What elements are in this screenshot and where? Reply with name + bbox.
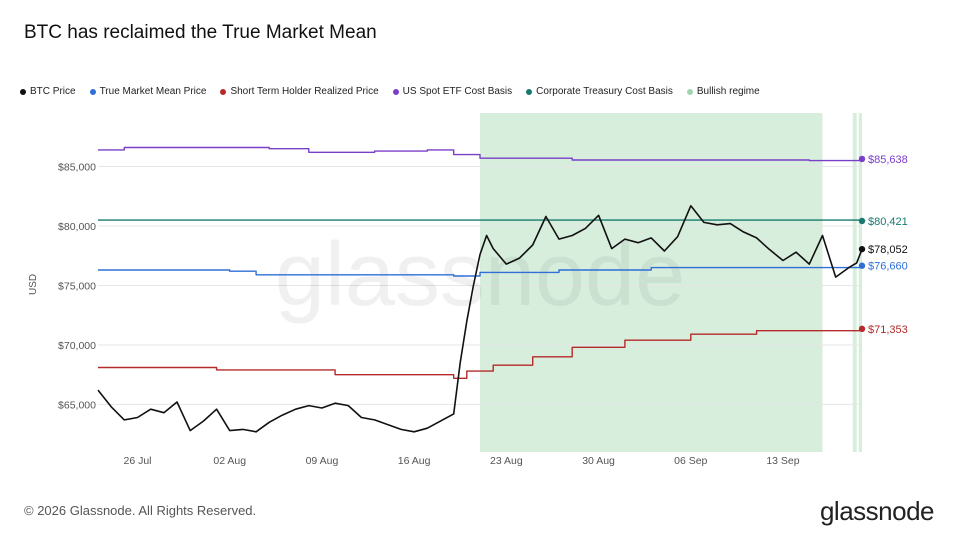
y-tick-label: $85,000 [58,162,96,174]
last-value-marker [858,262,866,269]
legend-label: US Spot ETF Cost Basis [402,86,513,97]
last-value-label: $85,638 [868,154,908,166]
series-line-us-spot-etf-cost-basis [98,146,863,162]
bullish-regime-band [852,113,857,452]
x-tick-label: 02 Aug [213,455,246,467]
last-value-label: $76,660 [868,261,908,273]
bullish-regime-band [480,113,823,452]
last-value-label: $71,353 [868,324,908,336]
legend: BTC Price True Market Mean Price Short T… [20,86,760,97]
last-value-marker [858,155,866,163]
legend-swatch [526,88,533,95]
last-value-label: $78,052 [868,244,908,256]
y-tick-label: $75,000 [58,280,96,292]
legend-item-true-market-mean[interactable]: True Market Mean Price [89,86,207,97]
y-tick-label: $70,000 [58,340,96,352]
chart-title: BTC has reclaimed the True Market Mean [24,22,377,43]
legend-label: Short Term Holder Realized Price [230,86,379,97]
legend-item-btc-price[interactable]: BTC Price [20,86,76,97]
bullish-regime-band [858,113,862,452]
legend-swatch [686,88,693,95]
legend-swatch [392,88,399,95]
x-tick-label: 23 Aug [490,455,523,467]
legend-swatch [89,88,96,95]
legend-swatch [20,88,26,95]
x-tick-label: 30 Aug [582,455,615,467]
y-tick-label: $65,000 [58,399,96,411]
x-tick-label: 13 Sep [766,455,799,467]
last-value-marker [858,245,866,253]
x-tick-label: 06 Sep [674,455,707,467]
series-line-short-term-holder-realized-price [98,328,863,379]
x-tick-label: 16 Aug [398,455,431,467]
legend-item-etf-cost-basis[interactable]: US Spot ETF Cost Basis [392,86,513,97]
legend-swatch [220,88,227,95]
legend-label: True Market Mean Price [99,86,207,97]
legend-label: Corporate Treasury Cost Basis [536,86,673,97]
last-value-marker [858,217,866,225]
legend-item-bullish-regime[interactable]: Bullish regime [686,86,760,97]
legend-label: Bullish regime [696,86,760,97]
legend-item-corporate-treasury[interactable]: Corporate Treasury Cost Basis [526,86,673,97]
x-tick-label: 26 Jul [124,455,152,467]
legend-label: BTC Price [30,86,76,97]
series-line-btc-price [97,205,863,433]
last-value-label: $80,421 [868,216,908,228]
legend-item-sth-realized[interactable]: Short Term Holder Realized Price [220,86,379,97]
series-line-true-market-mean-price [98,265,863,277]
y-tick-label: $80,000 [58,221,96,233]
x-tick-label: 09 Aug [306,455,339,467]
brand-logo: glassnode [819,496,935,526]
copyright-footer: © 2026 Glassnode. All Rights Reserved. [24,503,257,518]
last-value-marker [858,325,866,333]
